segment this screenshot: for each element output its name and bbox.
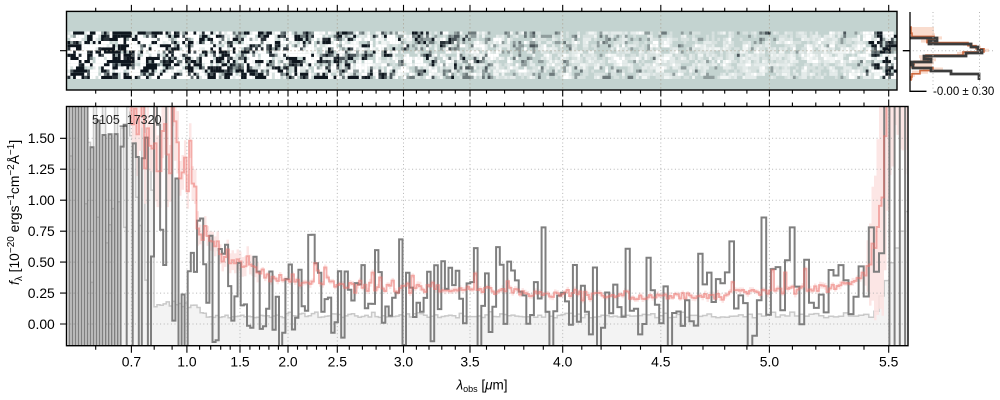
svg-text:3.5: 3.5 xyxy=(460,354,480,370)
svg-text:λobs [μm]: λobs [μm] xyxy=(455,378,507,395)
svg-text:0.25: 0.25 xyxy=(28,285,55,301)
svg-text:1.0: 1.0 xyxy=(177,354,197,370)
svg-text:0.50: 0.50 xyxy=(28,254,55,270)
svg-text:2.0: 2.0 xyxy=(278,354,298,370)
svg-text:5105_17320: 5105_17320 xyxy=(92,113,162,127)
svg-text:-0.00 ± 0.30: -0.00 ± 0.30 xyxy=(933,86,994,98)
svg-text:4.5: 4.5 xyxy=(651,354,671,370)
svg-text:5.0: 5.0 xyxy=(760,354,780,370)
svg-text:0.00: 0.00 xyxy=(28,316,55,332)
svg-text:1.50: 1.50 xyxy=(28,130,55,146)
svg-text:0.75: 0.75 xyxy=(28,223,55,239)
svg-text:4.0: 4.0 xyxy=(553,354,573,370)
svg-text:1.00: 1.00 xyxy=(28,192,55,208)
svg-text:2.5: 2.5 xyxy=(328,354,348,370)
svg-text:3.0: 3.0 xyxy=(394,354,414,370)
svg-text:1.25: 1.25 xyxy=(28,161,55,177)
svg-text:5.5: 5.5 xyxy=(879,354,899,370)
svg-text:0.7: 0.7 xyxy=(122,354,142,370)
svg-text:fλ [10−20 ergs−1cm−2Å−1]: fλ [10−20 ergs−1cm−2Å−1] xyxy=(6,140,25,285)
svg-text:1.5: 1.5 xyxy=(230,354,250,370)
